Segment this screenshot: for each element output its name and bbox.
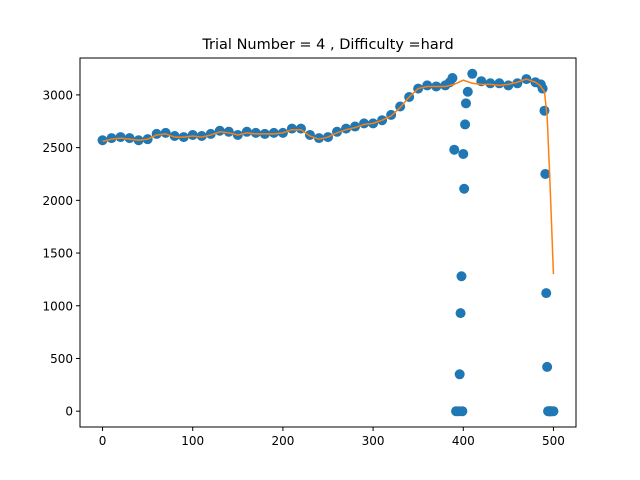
scatter-point (494, 78, 505, 89)
y-axis: 0 500 1000 1500 2000 2500 3000 (42, 88, 80, 419)
scatter-point (447, 73, 458, 84)
scatter-point (250, 127, 261, 138)
y-tick-label: 1500 (42, 247, 73, 261)
scatter-point (540, 168, 551, 179)
y-tick-label: 1000 (42, 299, 73, 313)
scatter-point (485, 78, 496, 89)
scatter-point (205, 128, 216, 139)
scatter-point (223, 126, 234, 137)
scatter-point (541, 288, 552, 299)
y-tick-label: 2000 (42, 194, 73, 208)
scatter-point (268, 127, 279, 138)
scatter-point (460, 119, 471, 130)
x-tick-label: 100 (181, 434, 204, 448)
scatter-point (196, 131, 207, 142)
scatter-point (106, 133, 117, 144)
scatter-point (97, 135, 108, 146)
scatter-point (458, 148, 469, 159)
scatter-point (350, 121, 361, 132)
scatter-point (313, 133, 324, 144)
scatter-point (160, 127, 171, 138)
x-tick-label: 200 (271, 434, 294, 448)
scatter-point (542, 361, 553, 372)
scatter-point (455, 308, 466, 319)
scatter-point (187, 129, 198, 140)
scatter-point (214, 125, 225, 136)
x-tick-label: 400 (452, 434, 475, 448)
scatter-point (457, 406, 468, 417)
scatter-point (460, 98, 471, 109)
scatter-point (539, 105, 550, 116)
x-tick-label: 300 (362, 434, 385, 448)
scatter-point (459, 183, 470, 194)
series-line (102, 78, 555, 275)
scatter-point (449, 144, 460, 155)
x-tick-label: 0 (99, 434, 107, 448)
scatter-point (115, 132, 126, 143)
scatter-point (241, 126, 252, 137)
scatter-point (503, 80, 514, 91)
scatter-point (467, 68, 478, 79)
scatter-point (124, 133, 135, 144)
x-axis: 0 100 200 300 400 500 (99, 427, 565, 448)
scatter-point (422, 80, 433, 91)
scatter-point (304, 129, 315, 140)
scatter-point (462, 86, 473, 97)
y-tick-label: 3000 (42, 88, 73, 102)
y-tick-label: 500 (50, 352, 73, 366)
scatter-point (286, 123, 297, 134)
scatter-point (548, 406, 559, 417)
scatter-point (456, 271, 467, 282)
chart-title: Trial Number = 4 , Difficulty =hard (201, 37, 453, 53)
scatter-point (169, 131, 180, 142)
y-tick-label: 0 (65, 405, 73, 419)
axes-frame (79, 57, 577, 428)
y-tick-label: 2500 (42, 141, 73, 155)
plot-area (97, 68, 559, 417)
scatter-point (454, 369, 465, 380)
x-tick-label: 500 (542, 434, 565, 448)
